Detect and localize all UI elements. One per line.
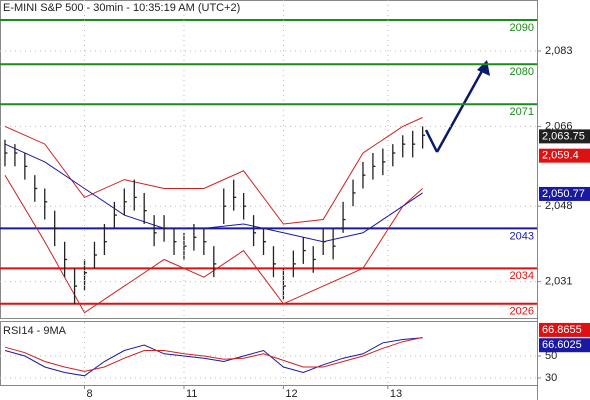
arrow-head [477, 60, 490, 76]
level-label: 2090 [510, 22, 534, 34]
y-tick-label: 50 [545, 350, 557, 362]
y-tick-label: 2,048 [545, 200, 573, 212]
price-panel [0, 0, 538, 319]
rsi-line [4, 336, 423, 372]
level-label: 2034 [510, 270, 534, 282]
level-label: 2043 [510, 230, 534, 242]
price-tag [539, 338, 590, 353]
x-tick-label: 12 [285, 388, 297, 400]
rsi-panel [0, 321, 538, 386]
indicator-line [4, 143, 423, 243]
price-tag [539, 322, 590, 337]
x-tick-label: 8 [87, 388, 93, 400]
rsi-title: RSI14 - 9MA [3, 325, 67, 337]
price-tag-label: 2,050.77 [542, 188, 585, 200]
projection-arrow [435, 61, 489, 153]
rsi-line [4, 337, 423, 377]
x-tick-label: 11 [186, 388, 197, 400]
indicator-line [4, 117, 423, 225]
price-tag [539, 129, 590, 144]
level-label: 2071 [510, 106, 534, 118]
x-tick-label: 13 [390, 388, 402, 400]
price-tag-label: 66.6025 [542, 339, 582, 351]
price-tag-label: 2,063.75 [542, 130, 585, 142]
projection-arrow [424, 129, 439, 153]
level-label: 2026 [510, 306, 534, 318]
level-label: 2080 [510, 66, 534, 78]
price-tag-label: 2,059.4 [542, 150, 579, 162]
indicator-line [4, 174, 423, 314]
y-tick-label: 30 [545, 372, 557, 384]
chart-title: E-MINI S&P 500 - 30min - 10:35:19 AM (UT… [3, 2, 240, 14]
price-tag-label: 66.8655 [542, 324, 582, 336]
y-tick-label: 2,083 [545, 45, 573, 57]
price-tag [539, 186, 590, 201]
y-tick-label: 2,031 [545, 276, 573, 288]
y-tick-label: 2,066 [545, 120, 573, 132]
price-tag [539, 148, 590, 163]
